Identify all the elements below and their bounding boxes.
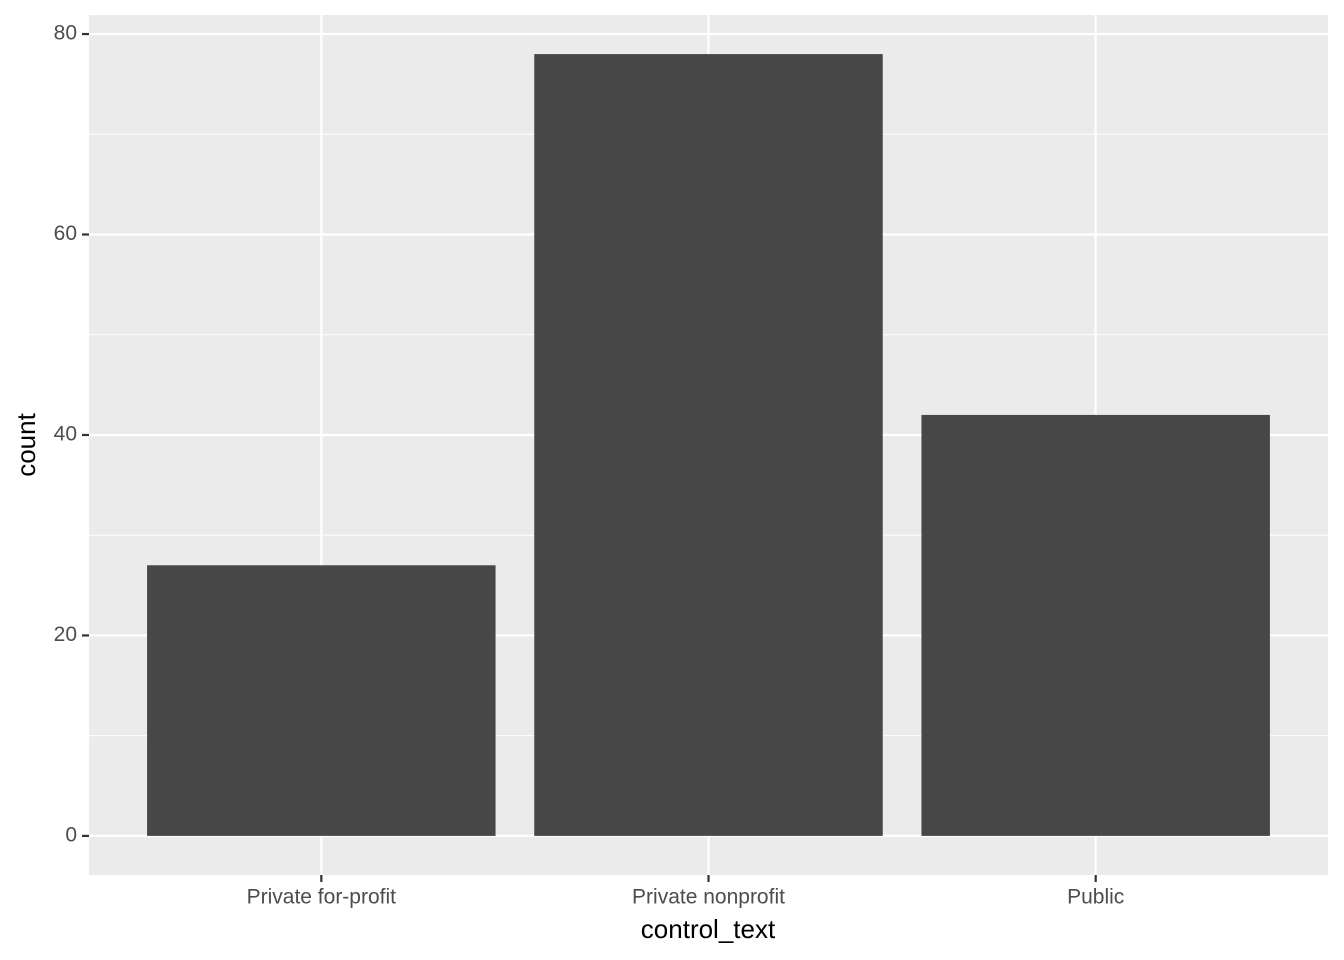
- x-axis-title: control_text: [641, 914, 776, 944]
- x-tick-label: Public: [1067, 886, 1124, 909]
- bar: [534, 54, 883, 836]
- y-tick-label: 60: [54, 222, 77, 245]
- bar: [147, 565, 496, 836]
- x-tick-label: Private for-profit: [247, 886, 397, 909]
- x-tick-label: Private nonprofit: [632, 886, 785, 909]
- y-tick-label: 0: [65, 823, 77, 846]
- y-axis-title: count: [11, 412, 41, 476]
- y-tick-label: 80: [54, 22, 77, 45]
- y-tick-label: 40: [54, 423, 77, 446]
- bar: [921, 414, 1270, 836]
- y-tick-label: 20: [54, 623, 77, 646]
